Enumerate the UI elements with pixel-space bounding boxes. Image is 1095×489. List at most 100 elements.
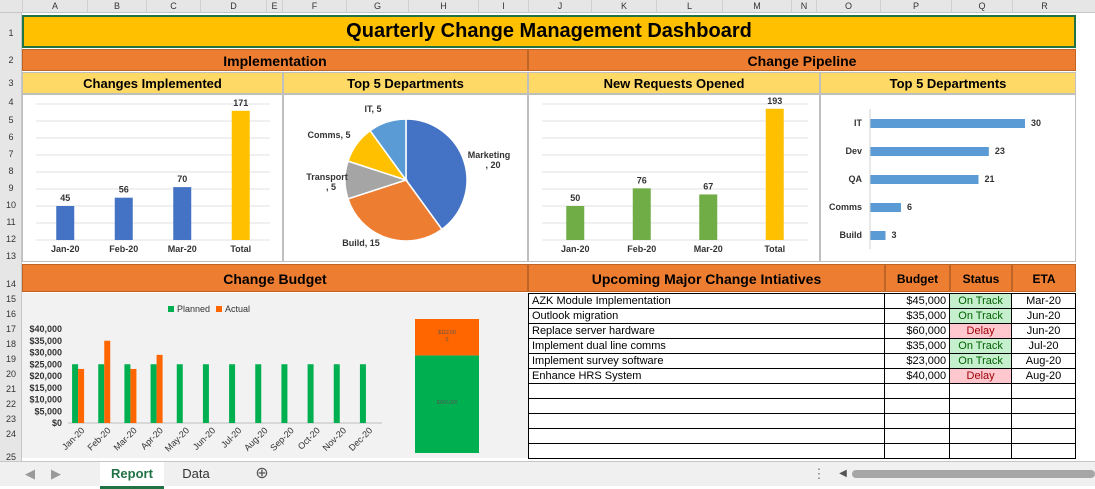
tab-data[interactable]: Data xyxy=(182,466,210,481)
cell-status[interactable] xyxy=(949,383,1013,399)
cell-status[interactable]: Delay xyxy=(949,323,1013,339)
cell-budget[interactable]: $40,000 xyxy=(884,368,951,384)
cell-eta[interactable]: Jun-20 xyxy=(1011,323,1076,339)
impl-departments-pie-chart[interactable]: Marketing, 20 Build, 15 Transport, 5 Comms,… xyxy=(283,94,528,262)
eta-column-header[interactable]: ETA xyxy=(1012,264,1076,292)
table-row[interactable]: Enhance HRS System $40,000 Delay Aug-20 xyxy=(527,368,1076,384)
table-row[interactable]: AZK Module Implementation $45,000 On Track… xyxy=(527,293,1076,309)
cell-status[interactable]: On Track xyxy=(949,308,1013,324)
row-header-5[interactable]: 5 xyxy=(8,115,14,125)
column-header-O[interactable]: O xyxy=(816,0,880,13)
new-requests-chart[interactable]: 50 Jan-20 76 Feb-20 67 Mar-20 193 Total xyxy=(528,94,820,262)
column-header-N[interactable]: N xyxy=(791,0,816,13)
tab-report[interactable]: Report xyxy=(100,462,164,489)
cell-name[interactable]: Implement dual line comms xyxy=(527,338,886,354)
cell-eta[interactable]: Jul-20 xyxy=(1011,338,1076,354)
cell-name[interactable]: AZK Module Implementation xyxy=(527,293,886,309)
cell-budget[interactable] xyxy=(884,398,951,414)
column-header-F[interactable]: F xyxy=(282,0,346,13)
column-header-L[interactable]: L xyxy=(656,0,722,13)
cell-status[interactable]: Delay xyxy=(949,368,1013,384)
horizontal-scrollbar[interactable] xyxy=(852,470,1095,478)
row-header-3[interactable]: 3 xyxy=(8,78,14,88)
empty-table-row[interactable] xyxy=(527,443,1076,459)
cell-name[interactable] xyxy=(527,428,886,444)
changes-implemented-title[interactable]: Changes Implemented xyxy=(22,72,283,94)
row-header-6[interactable]: 6 xyxy=(8,132,14,142)
cell-eta[interactable]: Jun-20 xyxy=(1011,308,1076,324)
impl-top5-title[interactable]: Top 5 Departments xyxy=(283,72,528,94)
cell-eta[interactable] xyxy=(1011,398,1076,414)
scroll-right-icon[interactable]: ▶ xyxy=(51,466,61,481)
table-row[interactable]: Outlook migration $35,000 On Track Jun-20 xyxy=(527,308,1076,324)
cell-budget[interactable] xyxy=(884,413,951,429)
cell-status[interactable]: On Track xyxy=(949,338,1013,354)
cell-eta[interactable] xyxy=(1011,413,1076,429)
cell-status[interactable]: On Track xyxy=(949,353,1013,369)
cell-name[interactable] xyxy=(527,443,886,459)
cell-budget[interactable]: $35,000 xyxy=(884,308,951,324)
hscroll-left-icon[interactable]: ◀ xyxy=(839,468,847,479)
column-header-D[interactable]: D xyxy=(200,0,266,13)
row-header-15[interactable]: 15 xyxy=(5,294,16,304)
cell-budget[interactable]: $45,000 xyxy=(884,293,951,309)
budget-chart[interactable]: $0 $5,000$10,000 $15,000 $20,000 $25,000$30,… xyxy=(22,293,402,458)
row-header-18[interactable]: 18 xyxy=(5,339,16,349)
row-header-9[interactable]: 9 xyxy=(8,183,14,193)
cell-name[interactable]: Replace server hardware xyxy=(527,323,886,339)
column-header-R[interactable]: R xyxy=(1012,0,1076,13)
pipeline-header[interactable]: Change Pipeline xyxy=(528,49,1076,71)
changes-implemented-chart[interactable]: 45 Jan-20 56 Feb-20 70 Mar-20 171 Total xyxy=(22,94,283,262)
column-header-J[interactable]: J xyxy=(528,0,591,13)
row-header-8[interactable]: 8 xyxy=(8,166,14,176)
row-header-14[interactable]: 14 xyxy=(5,279,16,289)
column-header-A[interactable]: A xyxy=(22,0,87,13)
column-header-P[interactable]: P xyxy=(880,0,951,13)
cell-eta[interactable] xyxy=(1011,383,1076,399)
budget-column-header[interactable]: Budget xyxy=(885,264,950,292)
add-sheet-icon[interactable]: ⊕ xyxy=(255,465,269,482)
empty-table-row[interactable] xyxy=(527,428,1076,444)
dashboard-title[interactable]: Quarterly Change Management Dashboard xyxy=(22,15,1076,48)
row-header-25[interactable]: 25 xyxy=(5,452,16,462)
cell-name[interactable] xyxy=(527,398,886,414)
row-header-12[interactable]: 12 xyxy=(5,234,16,244)
table-row[interactable]: Implement dual line comms $35,000 On Track… xyxy=(527,338,1076,354)
column-header-G[interactable]: G xyxy=(346,0,408,13)
cell-budget[interactable] xyxy=(884,428,951,444)
row-header-17[interactable]: 17 xyxy=(5,324,16,334)
budget-total-chart[interactable]: $300,000 $112,000 xyxy=(402,293,528,458)
column-header-K[interactable]: K xyxy=(591,0,656,13)
cell-budget[interactable]: $60,000 xyxy=(884,323,951,339)
cell-name[interactable]: Outlook migration xyxy=(527,308,886,324)
row-header-13[interactable]: 13 xyxy=(5,251,16,261)
cell-budget[interactable] xyxy=(884,443,951,459)
row-header-23[interactable]: 23 xyxy=(5,414,16,424)
cell-budget[interactable]: $23,000 xyxy=(884,353,951,369)
row-header-11[interactable]: 11 xyxy=(6,217,16,227)
column-header-H[interactable]: H xyxy=(408,0,478,13)
status-column-header[interactable]: Status xyxy=(950,264,1012,292)
cell-name[interactable] xyxy=(527,383,886,399)
row-header-10[interactable]: 10 xyxy=(5,200,16,210)
cell-status[interactable] xyxy=(949,413,1013,429)
row-header-7[interactable]: 7 xyxy=(8,149,14,159)
row-header-19[interactable]: 19 xyxy=(5,354,16,364)
cell-eta[interactable]: Aug-20 xyxy=(1011,353,1076,369)
row-header-2[interactable]: 2 xyxy=(8,55,14,65)
cell-name[interactable] xyxy=(527,413,886,429)
cell-eta[interactable]: Mar-20 xyxy=(1011,293,1076,309)
table-row[interactable]: Replace server hardware $60,000 Delay Jun-2… xyxy=(527,323,1076,339)
cell-eta[interactable] xyxy=(1011,443,1076,459)
empty-table-row[interactable] xyxy=(527,413,1076,429)
column-header-B[interactable]: B xyxy=(87,0,146,13)
table-row[interactable]: Implement survey software $23,000 On Track… xyxy=(527,353,1076,369)
new-requests-title[interactable]: New Requests Opened xyxy=(528,72,820,94)
column-header-M[interactable]: M xyxy=(722,0,791,13)
cell-status[interactable] xyxy=(949,443,1013,459)
cell-eta[interactable]: Aug-20 xyxy=(1011,368,1076,384)
pipe-top5-title[interactable]: Top 5 Departments xyxy=(820,72,1076,94)
cell-budget[interactable]: $35,000 xyxy=(884,338,951,354)
implementation-header[interactable]: Implementation xyxy=(22,49,528,71)
cell-name[interactable]: Enhance HRS System xyxy=(527,368,886,384)
